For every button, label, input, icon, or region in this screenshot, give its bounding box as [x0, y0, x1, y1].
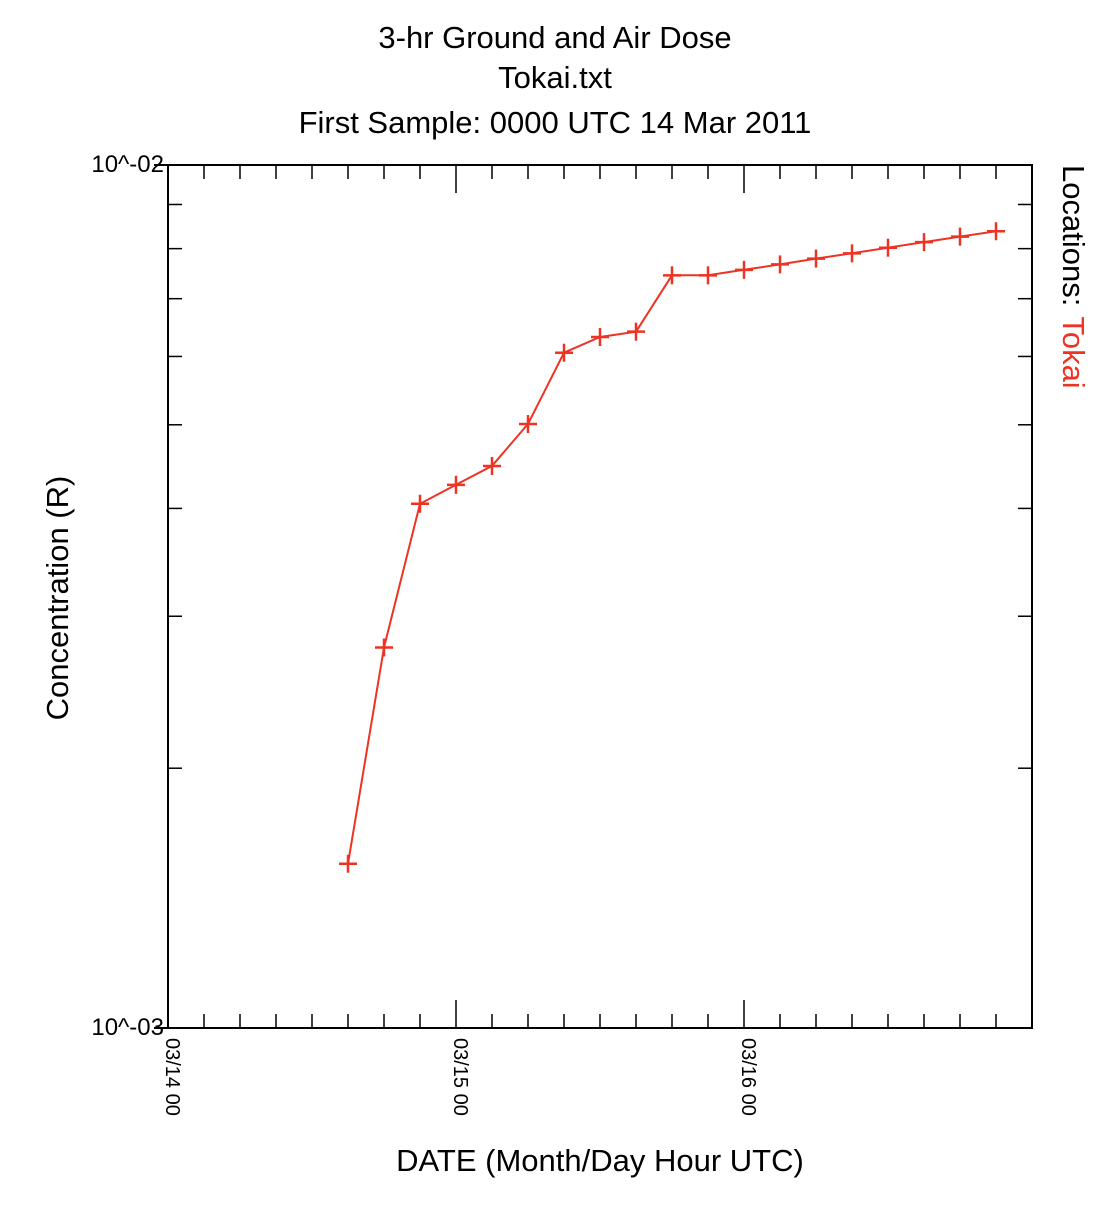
y-tick-label-bottom: 10^-03 — [91, 1014, 164, 1041]
y-tick-label-top: 10^-02 — [91, 151, 164, 178]
data-point-marker — [627, 322, 645, 341]
series-line-tokai — [347, 230, 997, 864]
x-axis-label: DATE (Month/Day Hour UTC) — [396, 1143, 804, 1178]
data-point-marker — [771, 255, 789, 274]
chart-subtitle-file: Tokai.txt — [498, 60, 612, 95]
data-point-marker — [843, 244, 861, 263]
plot-frame — [167, 164, 1033, 1029]
data-point-marker — [879, 238, 897, 257]
data-point-marker — [555, 343, 573, 362]
data-point-marker — [663, 266, 681, 285]
chart-subtitle-first-sample: First Sample: 0000 UTC 14 Mar 2011 — [298, 105, 812, 140]
data-point-marker — [807, 249, 825, 268]
data-point-marker — [447, 475, 465, 494]
data-point-marker — [735, 260, 753, 279]
series-markers-tokai — [339, 222, 1005, 873]
data-point-marker — [483, 456, 501, 475]
data-point-marker — [915, 233, 933, 252]
data-point-marker — [591, 327, 609, 346]
data-point-marker — [987, 222, 1005, 241]
data-point-marker — [339, 854, 357, 873]
data-point-marker — [375, 638, 393, 657]
chart-title: 3-hr Ground and Air Dose — [378, 20, 732, 55]
data-point-marker — [951, 227, 969, 246]
axis-ticks — [154, 164, 1033, 1029]
data-point-marker — [699, 266, 717, 285]
data-point-marker — [411, 494, 429, 513]
data-point-marker — [519, 415, 537, 434]
